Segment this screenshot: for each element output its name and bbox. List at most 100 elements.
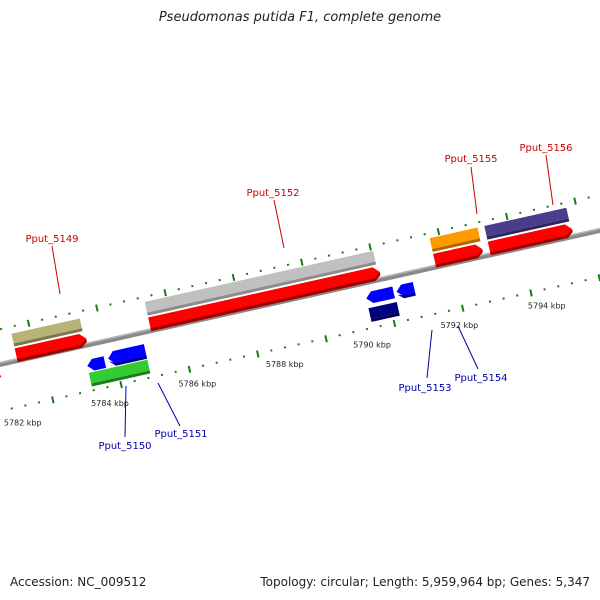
minor-tick	[557, 285, 560, 288]
minor-tick	[297, 343, 300, 346]
minor-tick	[106, 385, 109, 389]
minor-tick	[532, 208, 536, 211]
minor-tick	[491, 217, 495, 221]
gene-feature	[11, 318, 82, 344]
cds-arrow	[87, 356, 107, 371]
minor-tick	[218, 278, 221, 282]
minor-tick	[81, 309, 85, 312]
minor-tick	[24, 404, 27, 407]
major-tick	[368, 243, 372, 251]
minor-tick	[365, 327, 369, 331]
minor-tick	[409, 236, 413, 239]
minor-tick	[13, 324, 16, 328]
major-tick	[95, 304, 99, 312]
minor-tick	[543, 288, 546, 291]
major-tick	[231, 273, 236, 282]
gene-feature	[144, 250, 376, 313]
minor-tick	[65, 395, 68, 398]
minor-tick	[40, 318, 44, 321]
minor-tick	[0, 327, 3, 331]
minor-tick	[352, 330, 355, 334]
cds-arrow	[148, 267, 380, 330]
minor-tick	[160, 373, 164, 377]
kbp-label: 5786 kbp	[179, 379, 217, 388]
cds-arrow	[433, 244, 483, 266]
minor-tick	[150, 294, 153, 297]
minor-tick	[273, 266, 276, 270]
accession-text: Accession: NC_009512	[10, 575, 147, 589]
label-Pput_5149: Pput_5149	[25, 234, 79, 295]
major-tick	[163, 289, 167, 297]
gene-feature	[88, 359, 150, 384]
minor-tick	[420, 315, 423, 319]
major-tick	[300, 258, 304, 266]
gene-label: Pput_5150	[98, 441, 151, 452]
minor-tick	[229, 358, 232, 361]
minor-tick	[488, 300, 492, 303]
forward-tick-track	[0, 196, 590, 331]
minor-tick	[314, 257, 317, 260]
cds-arrow	[396, 281, 416, 297]
gene-Pput_5156[interactable]	[484, 207, 573, 256]
minor-tick	[519, 211, 522, 215]
major-tick	[51, 396, 55, 404]
label-Pput_5153: Pput_5153	[398, 329, 452, 394]
gene-label: Pput_5156	[519, 143, 572, 154]
major-tick	[436, 228, 441, 236]
minor-tick	[382, 242, 385, 245]
kbp-scale: 5782 kbp 5784 kbp 5786 kbp 5788 kbp 5790 kbp…	[4, 301, 566, 427]
minor-tick	[584, 279, 587, 282]
minor-tick	[327, 254, 331, 257]
minor-tick	[177, 288, 180, 291]
label-Pput_5155: Pput_5155	[444, 154, 498, 215]
kbp-label: 5788 kbp	[266, 360, 304, 369]
kbp-label: 5784 kbp	[91, 399, 129, 408]
gene-label: Pput_5152	[246, 188, 299, 199]
minor-tick	[133, 379, 136, 383]
gene-Pput_5154[interactable]	[395, 281, 416, 300]
minor-tick	[37, 401, 41, 404]
gene-feature	[429, 227, 480, 249]
major-tick	[460, 304, 465, 312]
minor-tick	[570, 282, 574, 285]
page-title: Pseudomonas putida F1, complete genome	[158, 10, 442, 25]
minor-tick	[215, 361, 218, 364]
gene-Pput_5153[interactable]	[365, 286, 400, 322]
minor-tick	[311, 340, 314, 343]
label-Pput_5154: Pput_5154	[454, 325, 508, 384]
gene-Pput_5152[interactable]	[144, 250, 382, 332]
gene-Pput_5150[interactable]	[86, 347, 151, 387]
genome-summary-text: Topology: circular; Length: 5,959,964 bp…	[260, 575, 590, 589]
minor-tick	[283, 346, 287, 349]
major-tick	[392, 319, 397, 328]
minor-tick	[478, 220, 481, 224]
label-Pput_5150: Pput_5150	[98, 385, 152, 452]
minor-tick	[109, 303, 112, 306]
kbp-label: 5790 kbp	[353, 340, 391, 349]
major-tick	[505, 212, 509, 221]
gene-label: Pput_5153	[398, 383, 451, 394]
minor-tick	[174, 370, 177, 374]
minor-tick	[475, 303, 478, 306]
minor-tick	[68, 312, 71, 315]
gene-label: Pput_5151	[154, 429, 207, 440]
kbp-label: 5792 kbp	[441, 321, 479, 330]
cds-arrow-partial	[0, 371, 2, 387]
minor-tick	[587, 196, 590, 199]
minor-tick	[78, 392, 82, 395]
minor-tick	[423, 233, 426, 236]
minor-tick	[242, 355, 246, 358]
gene-feature	[484, 207, 569, 237]
minor-tick	[355, 248, 358, 251]
gene-Pput_5155[interactable]	[429, 227, 484, 268]
gene-label: Pput_5154	[454, 373, 507, 384]
gene-Pput_5149[interactable]	[11, 318, 88, 363]
minor-tick	[92, 388, 95, 392]
major-tick	[529, 289, 533, 297]
gene-Pput_5151[interactable]	[107, 344, 148, 367]
gene-feature	[368, 301, 400, 320]
major-tick	[573, 197, 577, 205]
label-Pput_5152: Pput_5152	[246, 188, 300, 249]
cds-arrow	[487, 224, 573, 254]
minor-tick	[396, 239, 399, 242]
